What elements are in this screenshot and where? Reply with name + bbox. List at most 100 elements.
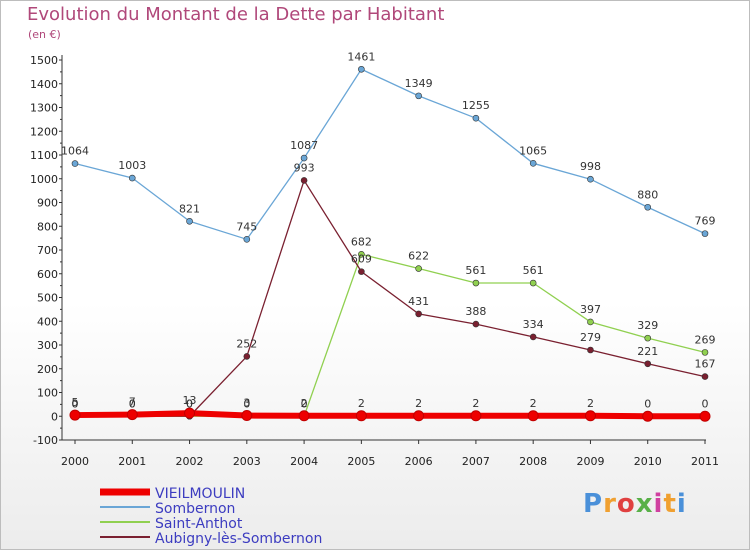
data-label: 167: [695, 358, 716, 371]
data-label: 431: [408, 295, 429, 308]
chart-title: Evolution du Montant de la Dette par Hab…: [27, 4, 445, 25]
data-point: [71, 160, 79, 167]
data-point: [241, 410, 253, 422]
data-label: 252: [236, 337, 257, 350]
data-label: 821: [179, 202, 200, 215]
data-point: [415, 310, 422, 318]
data-label: 1461: [347, 50, 375, 63]
x-tick-label: 2007: [462, 455, 490, 468]
data-label: 682: [351, 235, 372, 248]
data-point: [470, 410, 482, 422]
data-label: 0: [186, 397, 193, 410]
x-tick-label: 2010: [634, 455, 662, 468]
data-label: 5: [72, 396, 79, 409]
x-tick-label: 2002: [176, 455, 204, 468]
data-point: [243, 236, 251, 243]
data-point: [701, 230, 709, 237]
proxiti-logo: Proxiti: [583, 489, 687, 519]
data-point: [69, 409, 81, 421]
x-tick-label: 2001: [118, 455, 146, 468]
data-label: 609: [351, 253, 372, 266]
data-point: [699, 410, 711, 422]
y-tick-label: 200: [37, 363, 58, 376]
y-tick-label: 600: [37, 268, 58, 281]
data-label: 1064: [61, 145, 89, 158]
data-point: [644, 334, 652, 342]
data-label: 3: [243, 397, 250, 410]
data-label: 0: [129, 397, 136, 410]
data-label: 1065: [519, 144, 547, 157]
data-point: [529, 160, 537, 167]
x-tick-label: 2008: [519, 455, 547, 468]
data-point: [472, 279, 480, 287]
x-tick-label: 2011: [691, 455, 719, 468]
data-label: 2: [301, 397, 308, 410]
data-point: [701, 373, 709, 380]
data-label: 334: [523, 318, 544, 331]
data-point: [358, 65, 365, 73]
data-point: [415, 92, 422, 100]
data-point: [128, 174, 136, 182]
data-point: [644, 360, 652, 368]
data-point: [413, 410, 425, 422]
data-label: 0: [72, 397, 79, 410]
data-label: 2: [415, 397, 422, 410]
data-label: 745: [236, 220, 257, 233]
x-tick-label: 2003: [233, 455, 261, 468]
data-point: [415, 265, 422, 272]
data-point: [243, 353, 251, 360]
data-point: [584, 410, 596, 422]
data-label: 0: [129, 397, 136, 410]
data-label: 329: [637, 319, 658, 332]
data-point: [472, 114, 480, 122]
y-tick-label: -100: [33, 434, 58, 447]
x-tick-label: 2006: [405, 455, 433, 468]
logo-letter: i: [676, 489, 687, 519]
data-label: 279: [580, 331, 601, 344]
data-point: [527, 410, 539, 422]
data-label: 388: [465, 305, 486, 318]
data-point: [642, 410, 654, 422]
legend-label: Sombernon: [155, 501, 235, 517]
y-tick-label: 0: [51, 410, 58, 423]
series-line-0: [72, 410, 708, 420]
y-tick-label: 1400: [30, 78, 58, 91]
x-tick-label: 2005: [347, 455, 375, 468]
data-label: 2: [472, 397, 479, 410]
data-label: 0: [301, 397, 308, 410]
data-label: 397: [580, 303, 601, 316]
data-point: [300, 154, 308, 162]
data-point: [472, 320, 480, 328]
data-label: 2: [587, 397, 594, 410]
logo-letter: P: [583, 489, 604, 519]
data-point: [126, 409, 138, 421]
series-line-2: [74, 253, 706, 417]
y-tick-label: 500: [37, 292, 58, 305]
data-label: 13: [183, 394, 197, 407]
data-point: [184, 407, 196, 419]
legend-label: VIEILMOULIN: [155, 486, 245, 502]
data-point: [587, 175, 594, 183]
x-tick-label: 2000: [61, 455, 89, 468]
data-label: 561: [523, 264, 544, 277]
data-point: [300, 177, 308, 184]
data-point: [298, 410, 310, 422]
data-point: [358, 250, 365, 258]
data-label: 622: [408, 250, 429, 263]
data-point: [587, 318, 594, 326]
y-tick-label: 1000: [30, 173, 58, 186]
series-line-3: [74, 179, 706, 417]
series-line-1: [74, 68, 706, 240]
y-tick-label: 1300: [30, 102, 58, 115]
data-point: [587, 346, 594, 354]
data-label: 998: [580, 160, 601, 173]
data-label: 269: [695, 333, 716, 346]
data-label: 561: [465, 264, 486, 277]
legend-label: Saint-Anthot: [155, 516, 243, 532]
data-label: 1255: [462, 99, 490, 112]
data-point: [644, 203, 652, 211]
data-label: 2: [530, 397, 537, 410]
data-label: 2: [358, 397, 365, 410]
